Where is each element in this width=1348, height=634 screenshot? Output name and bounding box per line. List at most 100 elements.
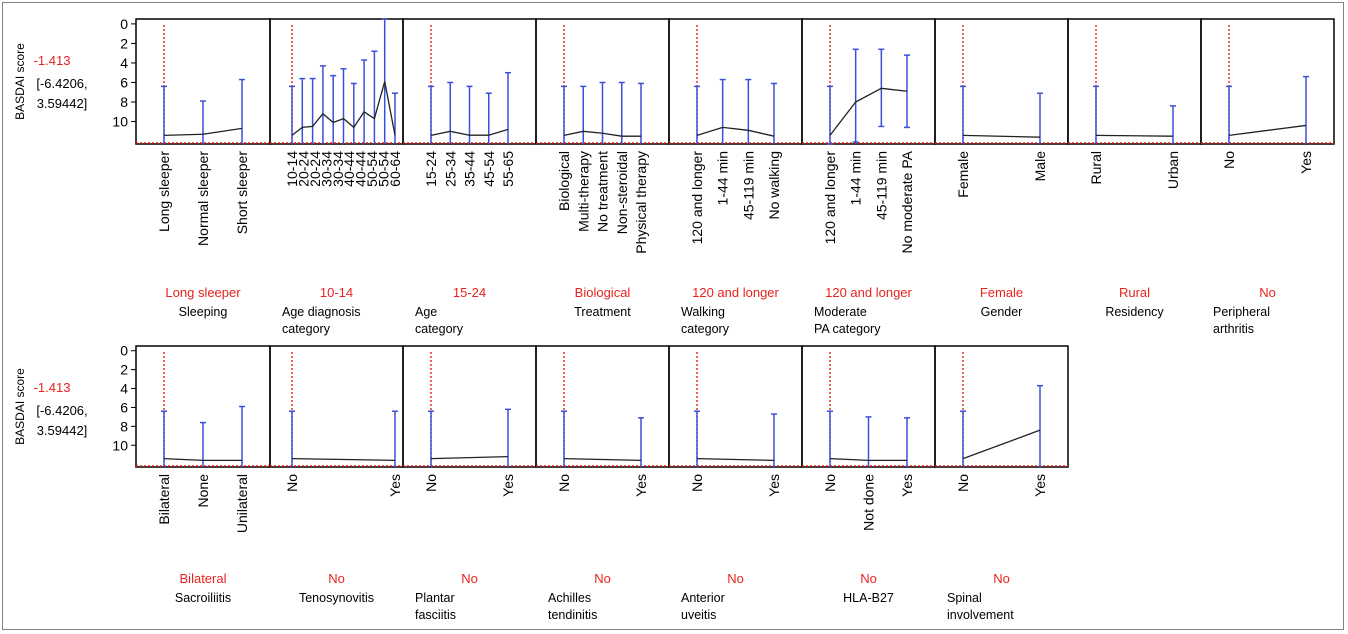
category-tick-label: Yes xyxy=(633,474,649,497)
category-tick-label: 1-44 min xyxy=(848,151,864,205)
y-axis-label: BASDAI score xyxy=(13,43,27,120)
factor-name-label: Plantar xyxy=(415,591,455,605)
prediction-trace xyxy=(1228,124,1307,136)
confidence-interval-low: [-6.4206, xyxy=(36,403,87,418)
category-tick-label: No walking xyxy=(766,151,782,219)
factor-name-label: uveitis xyxy=(681,608,716,622)
category-tick-label: Yes xyxy=(1032,474,1048,497)
current-level-label: No xyxy=(1259,285,1276,300)
prediction-trace xyxy=(1095,134,1174,137)
category-tick-label: Multi-therapy xyxy=(575,151,591,232)
category-tick-label: 10-14 xyxy=(284,151,300,187)
current-level-label: 120 and longer xyxy=(692,285,779,300)
category-tick-label: None xyxy=(195,474,211,508)
category-tick-label: 15-24 xyxy=(423,151,439,187)
factor-name-label: Sleeping xyxy=(179,305,228,319)
category-tick-label: No xyxy=(822,474,838,492)
current-level-label: Rural xyxy=(1119,285,1150,300)
prediction-trace xyxy=(829,457,907,462)
prediction-trace xyxy=(563,130,641,137)
category-tick-label: Biological xyxy=(556,151,572,211)
factor-name-label: involvement xyxy=(947,608,1014,622)
y-tick-label: 4 xyxy=(120,55,128,71)
panel-frame xyxy=(668,18,803,145)
prediction-trace xyxy=(962,429,1041,460)
current-level-label: 15-24 xyxy=(453,285,486,300)
factor-name-label: category xyxy=(415,322,464,336)
category-tick-label: Yes xyxy=(766,474,782,497)
y-tick-label: 10 xyxy=(112,114,128,130)
category-tick-label: No moderate PA xyxy=(899,150,915,253)
factor-name-label: tendinitis xyxy=(548,608,597,622)
factor-name-label: Residency xyxy=(1105,305,1164,319)
current-level-label: No xyxy=(328,571,345,586)
factor-name-label: Tenosynovitis xyxy=(299,591,374,605)
factor-name-label: Treatment xyxy=(574,305,631,319)
prediction-trace xyxy=(430,455,509,460)
prediction-trace xyxy=(962,134,1041,138)
factor-name-label: Peripheral xyxy=(1213,305,1270,319)
category-tick-label: Long sleeper xyxy=(156,151,172,232)
prediction-trace xyxy=(430,128,509,136)
category-tick-label: 120 and longer xyxy=(689,151,705,245)
prediction-trace xyxy=(163,127,243,136)
category-tick-label: 45-54 xyxy=(481,151,497,187)
y-tick-label: 8 xyxy=(120,418,128,434)
category-tick-label: 20-24 xyxy=(295,151,311,187)
prediction-trace xyxy=(291,81,396,136)
category-tick-label: 30-34 xyxy=(330,151,346,187)
category-tick-label: No xyxy=(556,474,572,492)
category-tick-label: Male xyxy=(1032,151,1048,182)
y-tick-label: 8 xyxy=(120,94,128,110)
factor-name-label: Age diagnosis xyxy=(282,305,361,319)
category-tick-label: Rural xyxy=(1088,151,1104,184)
prediction-trace xyxy=(291,457,396,462)
y-tick-label: 10 xyxy=(112,437,128,453)
current-level-label: 120 and longer xyxy=(825,285,912,300)
category-tick-label: 30-34 xyxy=(318,151,334,187)
panel-frame xyxy=(668,345,803,468)
current-level-label: 10-14 xyxy=(320,285,353,300)
current-level-label: No xyxy=(594,571,611,586)
category-tick-label: No treatment xyxy=(595,151,611,232)
factor-name-label: HLA-B27 xyxy=(843,591,894,605)
y-tick-label: 0 xyxy=(120,343,128,359)
y-tick-label: 6 xyxy=(120,399,128,415)
category-tick-label: 120 and longer xyxy=(822,151,838,245)
category-tick-label: 1-44 min xyxy=(715,151,731,205)
y-tick-label: 2 xyxy=(120,362,128,378)
current-level-label: Female xyxy=(980,285,1023,300)
category-tick-label: Not done xyxy=(861,474,877,531)
category-tick-label: 55-65 xyxy=(500,151,516,187)
confidence-interval-high: 3.59442] xyxy=(37,96,88,111)
factor-name-label: fasciitis xyxy=(415,608,456,622)
panel-frame xyxy=(934,345,1069,468)
category-tick-label: Urban xyxy=(1165,151,1181,189)
category-tick-label: 45-119 min xyxy=(740,151,756,220)
category-tick-label: Yes xyxy=(387,474,403,497)
prediction-trace xyxy=(696,457,775,462)
factor-name-label: category xyxy=(681,322,730,336)
factor-name-label: category xyxy=(282,322,331,336)
category-tick-label: No xyxy=(1221,151,1237,169)
current-prediction-value: -1.413 xyxy=(34,53,71,68)
factor-name-label: Moderate xyxy=(814,305,867,319)
factor-name-label: Sacroiliitis xyxy=(175,591,231,605)
current-level-label: Bilateral xyxy=(180,571,227,586)
prediction-trace xyxy=(163,457,242,462)
current-level-label: No xyxy=(993,571,1010,586)
confidence-interval-high: 3.59442] xyxy=(37,423,88,438)
current-level-label: Biological xyxy=(575,285,631,300)
current-prediction-value: -1.413 xyxy=(34,380,71,395)
y-tick-label: 2 xyxy=(120,35,128,51)
factor-name-label: Achilles xyxy=(548,591,591,605)
category-tick-label: Short sleeper xyxy=(234,151,250,235)
category-tick-label: 40-44 xyxy=(341,151,357,187)
factor-name-label: Walking xyxy=(681,305,725,319)
y-tick-label: 0 xyxy=(120,16,128,32)
current-level-label: No xyxy=(461,571,478,586)
category-tick-label: No xyxy=(689,474,705,492)
confidence-interval-low: [-6.4206, xyxy=(36,76,87,91)
